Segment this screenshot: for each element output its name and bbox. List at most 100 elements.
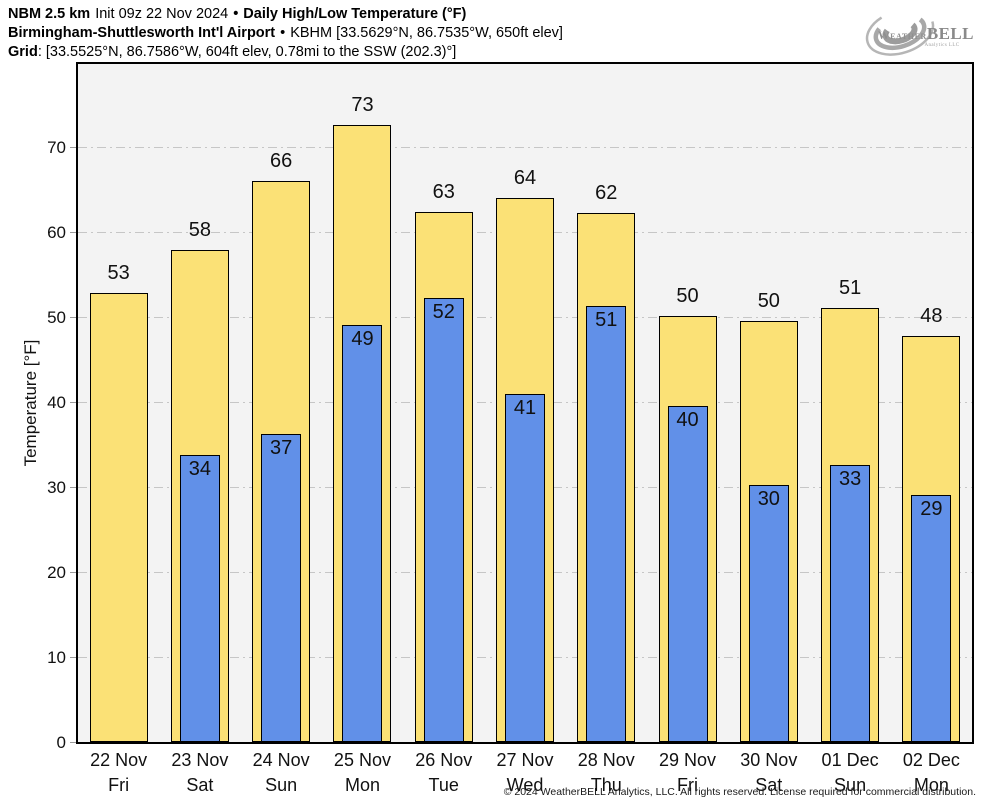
low-bar: 30 (748, 485, 789, 742)
x-tick-label-date: 22 Nov (90, 750, 148, 770)
copyright-notice: © 2024 WeatherBELL Analytics, LLC. All r… (503, 786, 976, 798)
x-tick-label: 26 Nov Tue (415, 748, 472, 798)
x-tick-label-date: 25 Nov (333, 750, 391, 770)
high-value-label: 66 (270, 150, 293, 173)
x-tick-label-date: 24 Nov (252, 750, 310, 770)
grid-label: Grid (8, 44, 38, 60)
x-tick-label-date: 02 Dec (902, 750, 960, 770)
low-bar: 29 (911, 494, 952, 742)
high-value-label: 53 (107, 262, 130, 285)
x-tick-label-day: Sat (755, 775, 783, 795)
x-tick-label: 23 Nov Sat (171, 748, 228, 798)
low-value-label: 34 (188, 457, 212, 480)
x-tick-label: 22 Nov Fri (90, 748, 147, 798)
y-tick-label: 20 (47, 563, 66, 583)
bullet-separator: • (280, 25, 286, 41)
x-tick-label: 29 Nov Fri (659, 748, 716, 798)
x-tick-label-date: 27 Nov (496, 750, 554, 770)
x-tick-label: 27 Nov Wed (496, 748, 553, 798)
low-bar: 33 (830, 465, 871, 742)
y-axis-tick (70, 487, 76, 489)
x-tick-label: 02 Dec Mon (903, 748, 960, 798)
high-value-label: 50 (676, 285, 699, 308)
init-time: Init 09z 22 Nov 2024 (95, 6, 229, 22)
high-value-label: 64 (513, 167, 537, 190)
high-value-label: 58 (188, 219, 212, 242)
low-bar: 34 (179, 454, 220, 742)
high-bar (89, 293, 148, 742)
x-tick-label: 28 Nov Thu (578, 748, 635, 798)
model-name: NBM 2.5 km (8, 6, 91, 22)
y-tick-label: 30 (47, 478, 66, 498)
plot-area: 53 58 34 66 37 73 49 63 52 64 41 62 51 50 40 50 30 51 33 48… (76, 62, 974, 744)
x-tick-label: 24 Nov Sun (253, 748, 310, 798)
y-tick-label: 50 (47, 308, 66, 328)
y-tick-label: 10 (47, 648, 66, 668)
x-tick-label-day: Sun (834, 775, 867, 795)
hurricane-spiral-icon (865, 8, 935, 56)
station-details: KBHM [33.5629°N, 86.7535°W, 650ft elev] (290, 25, 563, 41)
x-tick-label-day: Fri (108, 775, 130, 795)
high-value-label: 63 (432, 180, 455, 203)
x-tick-label-date: 28 Nov (577, 750, 635, 770)
y-axis-tick (70, 572, 76, 574)
high-value-label: 51 (838, 276, 862, 299)
header-line-1: NBM 2.5 km Init 09z 22 Nov 2024 • Daily Hig… (8, 5, 563, 24)
x-tick-label-date: 29 Nov (659, 750, 717, 770)
low-value-label: 33 (838, 468, 862, 491)
grid-details: : [33.5525°N, 86.7586°W, 604ft elev, 0.7… (37, 44, 457, 60)
y-tick-label: 70 (47, 138, 66, 158)
x-tick-label-date: 01 Dec (821, 750, 879, 770)
x-tick-label-day: Sun (265, 775, 298, 795)
y-axis-tick (70, 317, 76, 319)
x-tick-label-day: Tue (428, 775, 459, 795)
low-bar: 51 (586, 306, 627, 742)
chart-header: NBM 2.5 km Init 09z 22 Nov 2024 • Daily Hig… (8, 5, 563, 62)
station-name: Birmingham-Shuttlesworth Int'l Airport (8, 25, 276, 41)
bullet-separator: • (233, 6, 239, 22)
low-bar: 40 (667, 406, 708, 742)
y-tick-label: 40 (47, 393, 66, 413)
header-line-2: Birmingham-Shuttlesworth Int'l Airport • K… (8, 24, 563, 43)
y-axis-tick (70, 657, 76, 659)
page-title: Daily High/Low Temperature (°F) (243, 6, 467, 22)
x-tick-label: 30 Nov Sat (740, 748, 797, 798)
x-tick-label-day: Sat (186, 775, 214, 795)
x-tick-label-day: Mon (913, 775, 949, 795)
header-line-3: Grid: [33.5525°N, 86.7586°W, 604ft elev,… (8, 43, 563, 62)
low-bar: 41 (505, 393, 545, 742)
x-tick-label: 25 Nov Mon (334, 748, 391, 798)
high-value-label: 50 (757, 290, 780, 313)
low-value-label: 51 (595, 309, 618, 332)
y-axis-tick (70, 147, 76, 149)
low-value-label: 41 (513, 396, 537, 419)
x-tick-label: 01 Dec Sun (822, 748, 879, 798)
x-tick-label-day: Wed (506, 775, 544, 795)
low-value-label: 40 (676, 409, 699, 432)
low-value-label: 49 (351, 327, 374, 350)
grid-line (78, 147, 972, 149)
high-value-label: 62 (595, 181, 618, 204)
high-value-label: 73 (351, 94, 374, 117)
x-tick-label-day: Fri (677, 775, 699, 795)
low-value-label: 29 (920, 497, 943, 520)
low-bar: 37 (261, 433, 302, 742)
logo-text: WeatherBELL (878, 24, 974, 43)
low-value-label: 30 (757, 488, 780, 511)
y-axis-tick (70, 232, 76, 234)
y-tick-label: 60 (47, 223, 66, 243)
x-tick-label-date: 23 Nov (171, 750, 229, 770)
y-axis-tick (70, 742, 76, 743)
y-tick-label: 0 (56, 733, 66, 752)
weatherbell-logo: WeatherBELL Analytics LLC (865, 8, 974, 56)
low-bar: 49 (342, 324, 383, 742)
high-value-label: 48 (920, 304, 943, 327)
x-tick-label-day: Thu (590, 775, 622, 795)
x-tick-label-day: Mon (344, 775, 380, 795)
y-axis-tick (70, 402, 76, 404)
low-bar: 52 (423, 297, 464, 742)
x-tick-label-date: 30 Nov (740, 750, 798, 770)
low-value-label: 37 (270, 436, 293, 459)
